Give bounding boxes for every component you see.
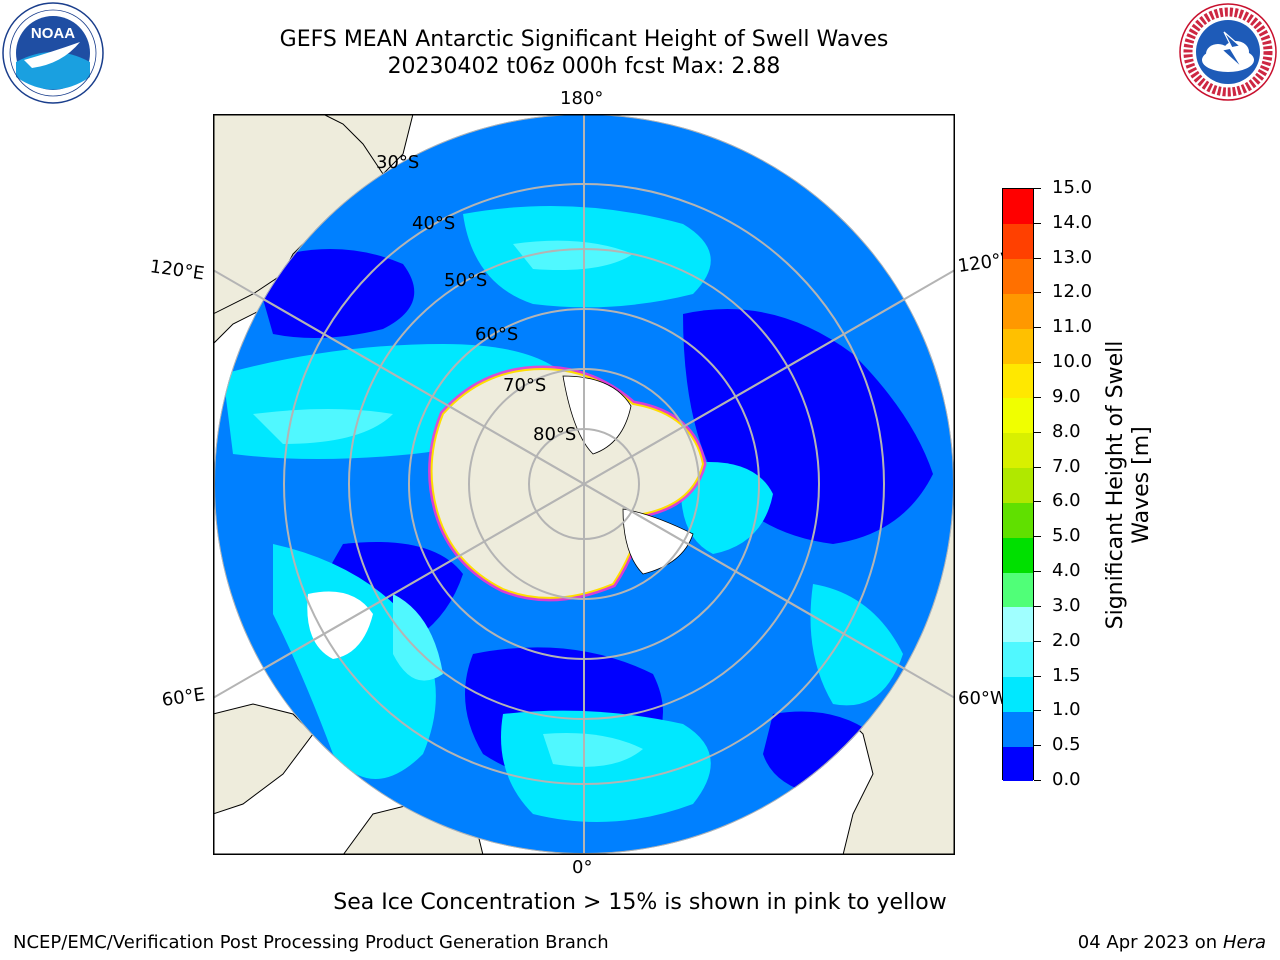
colorbar-segment: [1003, 397, 1033, 434]
colorbar-tick-label: 3.0: [1052, 594, 1081, 616]
lat-label-70s: 70°S: [503, 375, 547, 396]
colorbar-tick-label: 15.0: [1052, 177, 1093, 198]
svg-text:NOAA: NOAA: [31, 25, 75, 42]
colorbar-tick-label: 1.5: [1052, 664, 1081, 686]
colorbar-segment: [1003, 641, 1033, 678]
colorbar-tick-label: 2.0: [1052, 629, 1081, 651]
colorbar-tick-label: 1.0: [1052, 699, 1081, 721]
colorbar-tick-mark: [1034, 431, 1041, 433]
polar-map: [213, 114, 955, 855]
sea-ice-annotation: Sea Ice Concentration > 15% is shown in …: [333, 890, 947, 915]
colorbar-tick-mark: [1034, 466, 1041, 468]
colorbar-tick-label: 11.0: [1052, 316, 1093, 338]
lon-label-0: 0°: [572, 857, 593, 878]
colorbar-segment: [1003, 223, 1033, 260]
footer-date: 04 Apr 2023 on Hera: [1078, 932, 1266, 953]
colorbar-tick-mark: [1034, 362, 1041, 364]
lat-label-80s: 80°S: [533, 424, 577, 445]
colorbar-segment: [1003, 293, 1033, 329]
colorbar-tick-mark: [1034, 257, 1041, 259]
colorbar-segment: [1003, 467, 1033, 503]
colorbar-tick-label: 12.0: [1052, 281, 1093, 303]
colorbar-label-line2: Waves [m]: [1129, 426, 1154, 544]
colorbar-segment: [1003, 572, 1033, 608]
colorbar-segment: [1003, 711, 1033, 747]
lat-label-60s: 60°S: [475, 324, 519, 345]
chart-title: GEFS MEAN Antarctic Significant Height o…: [279, 27, 889, 52]
colorbar-segment: [1003, 432, 1033, 469]
colorbar-label: Significant Height of Swell Waves [m]: [1103, 341, 1155, 630]
lon-label-180: 180°: [560, 88, 604, 109]
colorbar-segment: [1003, 363, 1033, 399]
colorbar-label-line1: Significant Height of Swell: [1103, 340, 1128, 630]
colorbar-tick-label: 5.0: [1052, 525, 1081, 547]
colorbar-tick-label: 10.0: [1052, 351, 1093, 373]
footer-credit: NCEP/EMC/Verification Post Processing Pr…: [13, 932, 609, 953]
colorbar-segment: [1003, 328, 1033, 364]
colorbar-tick-label: 8.0: [1052, 420, 1081, 442]
colorbar-tick-mark: [1034, 780, 1041, 781]
lon-label-60e: 60°E: [160, 684, 207, 711]
colorbar-segment: [1003, 746, 1033, 782]
chart-subtitle: 20230402 t06z 000h fcst Max: 2.88: [387, 54, 781, 79]
lon-label-60w: 60°W: [958, 688, 1002, 709]
colorbar-tick-mark: [1034, 536, 1041, 538]
lat-label-40s: 40°S: [412, 213, 456, 234]
lat-label-50s: 50°S: [444, 270, 488, 291]
colorbar-tick-mark: [1034, 396, 1041, 398]
colorbar-tick-mark: [1034, 710, 1041, 712]
colorbar-segment: [1003, 606, 1033, 643]
footer-machine: Hera: [1222, 932, 1266, 953]
colorbar-tick-mark: [1034, 571, 1041, 573]
noaa-logo: NOAA: [2, 2, 104, 104]
colorbar-tick-mark: [1034, 222, 1041, 224]
colorbar-tick-mark: [1034, 605, 1041, 607]
colorbar-tick-mark: [1034, 745, 1041, 747]
colorbar-tick-mark: [1034, 327, 1041, 329]
colorbar-tick-label: 0.5: [1052, 734, 1081, 756]
colorbar-segment: [1003, 189, 1033, 225]
colorbar-tick-label: 9.0: [1052, 385, 1081, 407]
antarctica: [428, 365, 707, 602]
colorbar-segment: [1003, 537, 1033, 573]
colorbar-tick-mark: [1034, 640, 1041, 642]
colorbar-tick-label: 6.0: [1052, 490, 1081, 512]
colorbar-segment: [1003, 502, 1033, 538]
colorbar-tick-label: 7.0: [1052, 455, 1081, 477]
colorbar-tick-label: 13.0: [1052, 246, 1093, 268]
colorbar-tick-mark: [1034, 188, 1041, 189]
colorbar-tick-mark: [1034, 292, 1041, 294]
colorbar: [1002, 188, 1034, 782]
lon-label-120e: 120°E: [148, 256, 206, 285]
colorbar-tick-label: 14.0: [1052, 211, 1093, 233]
nws-logo: [1179, 3, 1277, 101]
colorbar-tick-mark: [1034, 675, 1041, 677]
colorbar-segment: [1003, 258, 1033, 294]
colorbar-tick-mark: [1034, 501, 1041, 503]
lat-label-30s: 30°S: [376, 152, 420, 173]
colorbar-tick-label: 0.0: [1052, 769, 1081, 790]
footer-date-text: 04 Apr 2023 on: [1077, 932, 1223, 953]
colorbar-tick-label: 4.0: [1052, 560, 1081, 582]
colorbar-segment: [1003, 676, 1033, 712]
